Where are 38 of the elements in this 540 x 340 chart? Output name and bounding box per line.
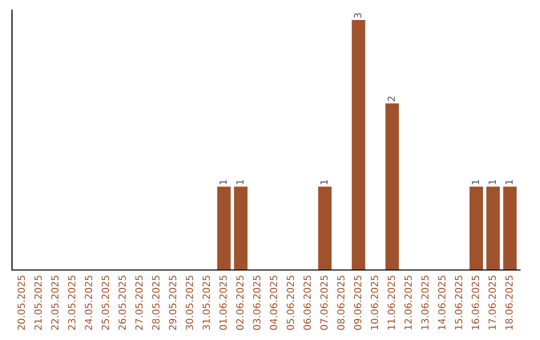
data-label: 2: [388, 96, 395, 102]
x-tick-label: 18.06.2025: [505, 276, 513, 330]
x-tick-label: 13.06.2025: [421, 276, 429, 330]
data-label: 1: [320, 180, 328, 184]
x-tick-label: 01.06.2025: [219, 276, 227, 330]
data-label: 1: [236, 180, 244, 184]
data-label: 1: [472, 180, 479, 184]
x-tick-label: 02.06.2025: [236, 276, 244, 330]
x-tick-label: 26.05.2025: [118, 276, 126, 330]
x-tick-label: 22.05.2025: [51, 276, 59, 330]
x-tick-label: 21.05.2025: [34, 276, 42, 330]
data-label: 1: [488, 180, 496, 184]
data-label: 1: [506, 180, 513, 184]
x-tick-label: 30.05.2025: [186, 276, 194, 330]
x-tick-label: 20.05.2025: [18, 276, 25, 330]
x-tick-label: 14.06.2025: [438, 276, 446, 330]
x-tick-label: 25.05.2025: [102, 276, 110, 330]
x-tick-label: 27.05.2025: [135, 276, 143, 330]
x-tick-label: 12.06.2025: [404, 276, 412, 330]
x-tick-label: 11.06.2025: [388, 276, 395, 330]
x-tick-label: 17.06.2025: [488, 276, 496, 330]
x-tick-label: 05.06.2025: [286, 276, 294, 330]
x-tick-label: 23.05.2025: [68, 276, 76, 330]
x-tick-label: 24.05.2025: [84, 276, 92, 330]
x-tick-label: 29.05.2025: [168, 276, 176, 330]
x-tick-label: 15.06.2025: [454, 276, 462, 330]
data-label: 1: [220, 180, 227, 184]
x-tick-label: 04.06.2025: [270, 276, 278, 330]
x-tick-label: 06.06.2025: [304, 276, 311, 330]
x-tick-label: 31.05.2025: [202, 276, 210, 330]
data-label: 3: [354, 13, 362, 18]
x-tick-label: 16.06.2025: [472, 276, 480, 330]
x-tick-label: 08.06.2025: [337, 276, 345, 330]
x-tick-label: 10.06.2025: [370, 276, 378, 330]
x-tick-label: 03.06.2025: [253, 276, 260, 330]
x-tick-label: 09.06.2025: [354, 276, 362, 330]
x-tick-label: 07.06.2025: [320, 276, 328, 330]
x-tick-label: 28.05.2025: [152, 276, 160, 330]
